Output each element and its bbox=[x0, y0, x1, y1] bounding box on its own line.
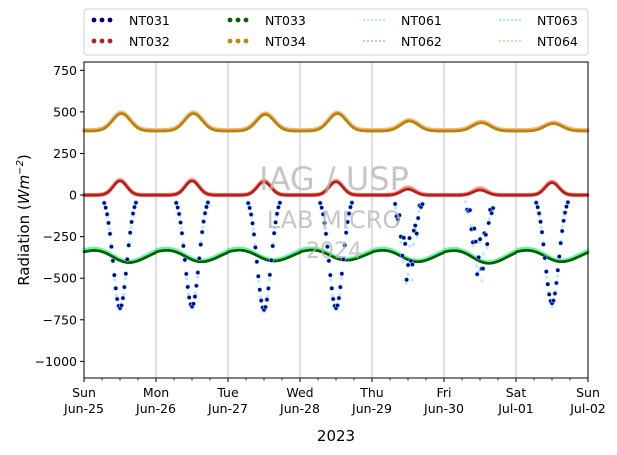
legend-marker bbox=[235, 38, 241, 44]
legend-marker bbox=[363, 40, 365, 42]
legend-marker bbox=[511, 19, 513, 21]
legend-marker bbox=[515, 40, 517, 42]
legend-marker bbox=[367, 19, 369, 21]
legend-label: NT033 bbox=[265, 13, 306, 28]
legend-marker bbox=[499, 19, 501, 21]
legend-label: NT061 bbox=[401, 13, 442, 28]
legend-item-nt034: NT034 bbox=[227, 34, 306, 49]
legend-marker bbox=[511, 40, 513, 42]
legend-marker bbox=[503, 40, 505, 42]
legend-marker bbox=[383, 19, 385, 21]
legend: NT031 NT032 NT033 NT034 NT061 NT062 NT063 NT064 bbox=[83, 8, 589, 56]
legend-marker bbox=[99, 17, 105, 23]
legend-marker bbox=[235, 17, 241, 23]
legend-marker bbox=[243, 38, 249, 44]
legend-marker bbox=[91, 38, 97, 44]
legend-marker bbox=[99, 38, 105, 44]
legend-item-nt061: NT061 bbox=[363, 13, 442, 28]
legend-marker bbox=[519, 19, 521, 21]
legend-marker bbox=[503, 19, 505, 21]
series-layer bbox=[81, 110, 590, 314]
legend-item-nt033: NT033 bbox=[227, 13, 306, 28]
legend-item-nt032: NT032 bbox=[91, 34, 170, 49]
legend-marker bbox=[375, 40, 377, 42]
legend-marker bbox=[375, 19, 377, 21]
legend-marker bbox=[507, 40, 509, 42]
legend-label: NT064 bbox=[537, 34, 578, 49]
legend-item-nt031: NT031 bbox=[91, 13, 170, 28]
legend-marker bbox=[363, 19, 365, 21]
legend-marker bbox=[519, 40, 521, 42]
legend-item-nt063: NT063 bbox=[499, 13, 578, 28]
legend-item-nt062: NT062 bbox=[363, 34, 442, 49]
legend-marker bbox=[515, 19, 517, 21]
legend-marker bbox=[227, 17, 233, 23]
legend-marker bbox=[227, 38, 233, 44]
legend-label: NT031 bbox=[129, 13, 170, 28]
legend-label: NT062 bbox=[401, 34, 442, 49]
legend-label: NT063 bbox=[537, 13, 578, 28]
legend-marker bbox=[243, 17, 249, 23]
legend-label: NT032 bbox=[129, 34, 170, 49]
legend-marker bbox=[91, 17, 97, 23]
legend-box bbox=[83, 8, 589, 56]
legend-marker bbox=[499, 40, 501, 42]
legend-marker bbox=[107, 38, 113, 44]
legend-marker bbox=[379, 40, 381, 42]
legend-item-nt064: NT064 bbox=[499, 34, 578, 49]
legend-label: NT034 bbox=[265, 34, 306, 49]
legend-marker bbox=[383, 40, 385, 42]
grid-lines bbox=[155, 62, 517, 378]
legend-marker bbox=[507, 19, 509, 21]
legend-marker bbox=[371, 19, 373, 21]
legend-marker bbox=[371, 40, 373, 42]
legend-marker bbox=[367, 40, 369, 42]
legend-marker bbox=[107, 17, 113, 23]
legend-marker bbox=[379, 19, 381, 21]
